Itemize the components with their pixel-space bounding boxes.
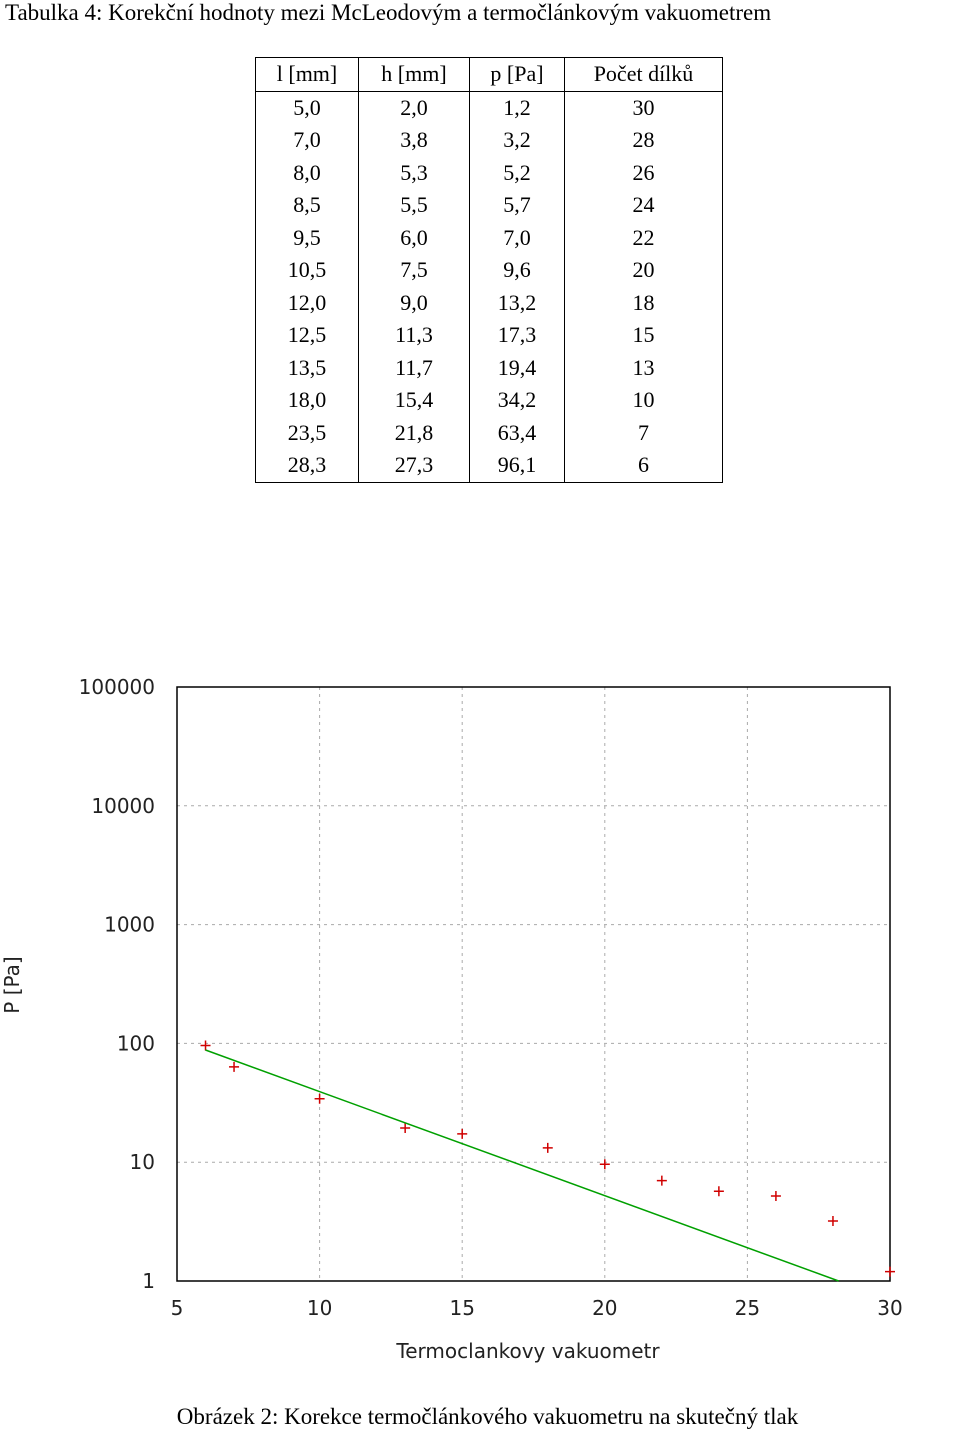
plot-frame: [176, 686, 891, 1282]
fit-line: [205, 1049, 839, 1282]
table-cell: 15: [564, 319, 723, 352]
table-cell: 18: [564, 286, 723, 319]
x-tick-label: 10: [307, 1296, 332, 1320]
column-header: l [mm]: [255, 57, 359, 92]
y-tick-label: 10: [130, 1150, 155, 1174]
point: [457, 1128, 468, 1139]
column-header: Počet dílků: [564, 57, 723, 92]
table-cell: 5,0: [255, 91, 359, 124]
table-cell: 1,2: [469, 91, 565, 124]
table-cell: 11,3: [358, 319, 470, 352]
table-cell: 9,0: [358, 286, 470, 319]
y-tick-label: 100: [117, 1031, 155, 1055]
table-cell: 10: [564, 384, 723, 417]
y-tick-label: 100000: [79, 675, 155, 699]
table-cell: 15,4: [358, 384, 470, 417]
point: [599, 1159, 610, 1170]
table-cell: 2,0: [358, 91, 470, 124]
table-cell: 63,4: [469, 416, 565, 449]
table-cell: 8,0: [255, 156, 359, 189]
table-cell: 5,7: [469, 189, 565, 222]
table-cell: 11,7: [358, 351, 470, 384]
point: [770, 1190, 781, 1201]
table-cell: 30: [564, 91, 723, 124]
y-tick-label: 10000: [91, 794, 155, 818]
table-cell: 5,3: [358, 156, 470, 189]
table-cell: 22: [564, 221, 723, 254]
table-cell: 9,5: [255, 221, 359, 254]
table-cell: 5,2: [469, 156, 565, 189]
point: [542, 1142, 553, 1153]
table-cell: 13,5: [255, 351, 359, 384]
table-cell: 27,3: [358, 449, 470, 483]
table-cell: 8,5: [255, 189, 359, 222]
table-cell: 7,0: [255, 124, 359, 157]
table-caption: Tabulka 4: Korekční hodnoty mezi McLeodo…: [5, 0, 772, 25]
y-tick-label: 1000: [104, 913, 155, 937]
point: [229, 1061, 240, 1072]
table-cell: 9,6: [469, 254, 565, 287]
point: [314, 1093, 325, 1104]
table-cell: 7,0: [469, 221, 565, 254]
table-cell: 26: [564, 156, 723, 189]
table-cell: 28: [564, 124, 723, 157]
figure-caption: Obrázek 2: Korekce termočlánkového vakuo…: [176, 1404, 799, 1429]
point: [656, 1175, 667, 1186]
table-cell: 6: [564, 449, 723, 483]
table-cell: 17,3: [469, 319, 565, 352]
point: [200, 1040, 211, 1051]
table-cell: 19,4: [469, 351, 565, 384]
point: [827, 1215, 838, 1226]
table-cell: 23,5: [255, 416, 359, 449]
table-cell: 3,8: [358, 124, 470, 157]
column-header: h [mm]: [358, 57, 470, 92]
table-cell: 24: [564, 189, 723, 222]
table-cell: 12,0: [255, 286, 359, 319]
point: [713, 1186, 724, 1197]
table-cell: 28,3: [255, 449, 359, 483]
x-tick-label: 30: [877, 1296, 902, 1320]
table-cell: 10,5: [255, 254, 359, 287]
y-axis-label: P [Pa]: [0, 956, 24, 1013]
table-cell: 20: [564, 254, 723, 287]
table-cell: 34,2: [469, 384, 565, 417]
table-cell: 7,5: [358, 254, 470, 287]
point: [885, 1266, 895, 1277]
table-cell: 96,1: [469, 449, 565, 483]
x-tick-label: 20: [592, 1296, 617, 1320]
x-tick-label: 25: [735, 1296, 760, 1320]
table-cell: 12,5: [255, 319, 359, 352]
table-cell: 18,0: [255, 384, 359, 417]
table-cell: 13: [564, 351, 723, 384]
column-header: p [Pa]: [469, 57, 565, 92]
y-tick-label: 1: [142, 1269, 155, 1293]
x-tick-label: 5: [171, 1296, 184, 1320]
table-cell: 13,2: [469, 286, 565, 319]
x-axis-label: Termoclankovy vakuometr: [395, 1339, 660, 1363]
table-cell: 6,0: [358, 221, 470, 254]
data-table: l [mm] h [mm] p [Pa] Počet dílků 5,0 2,0 1,2 30…: [255, 57, 723, 483]
point: [400, 1123, 411, 1134]
chart: 1 10 100 1000 10000 100000 5 10 15 20 25 30 Termocla…: [0, 675, 903, 1363]
table-cell: 3,2: [469, 124, 565, 157]
x-tick-label: 15: [449, 1296, 474, 1320]
table-cell: 21,8: [358, 416, 470, 449]
table-cell: 5,5: [358, 189, 470, 222]
table-cell: 7: [564, 416, 723, 449]
